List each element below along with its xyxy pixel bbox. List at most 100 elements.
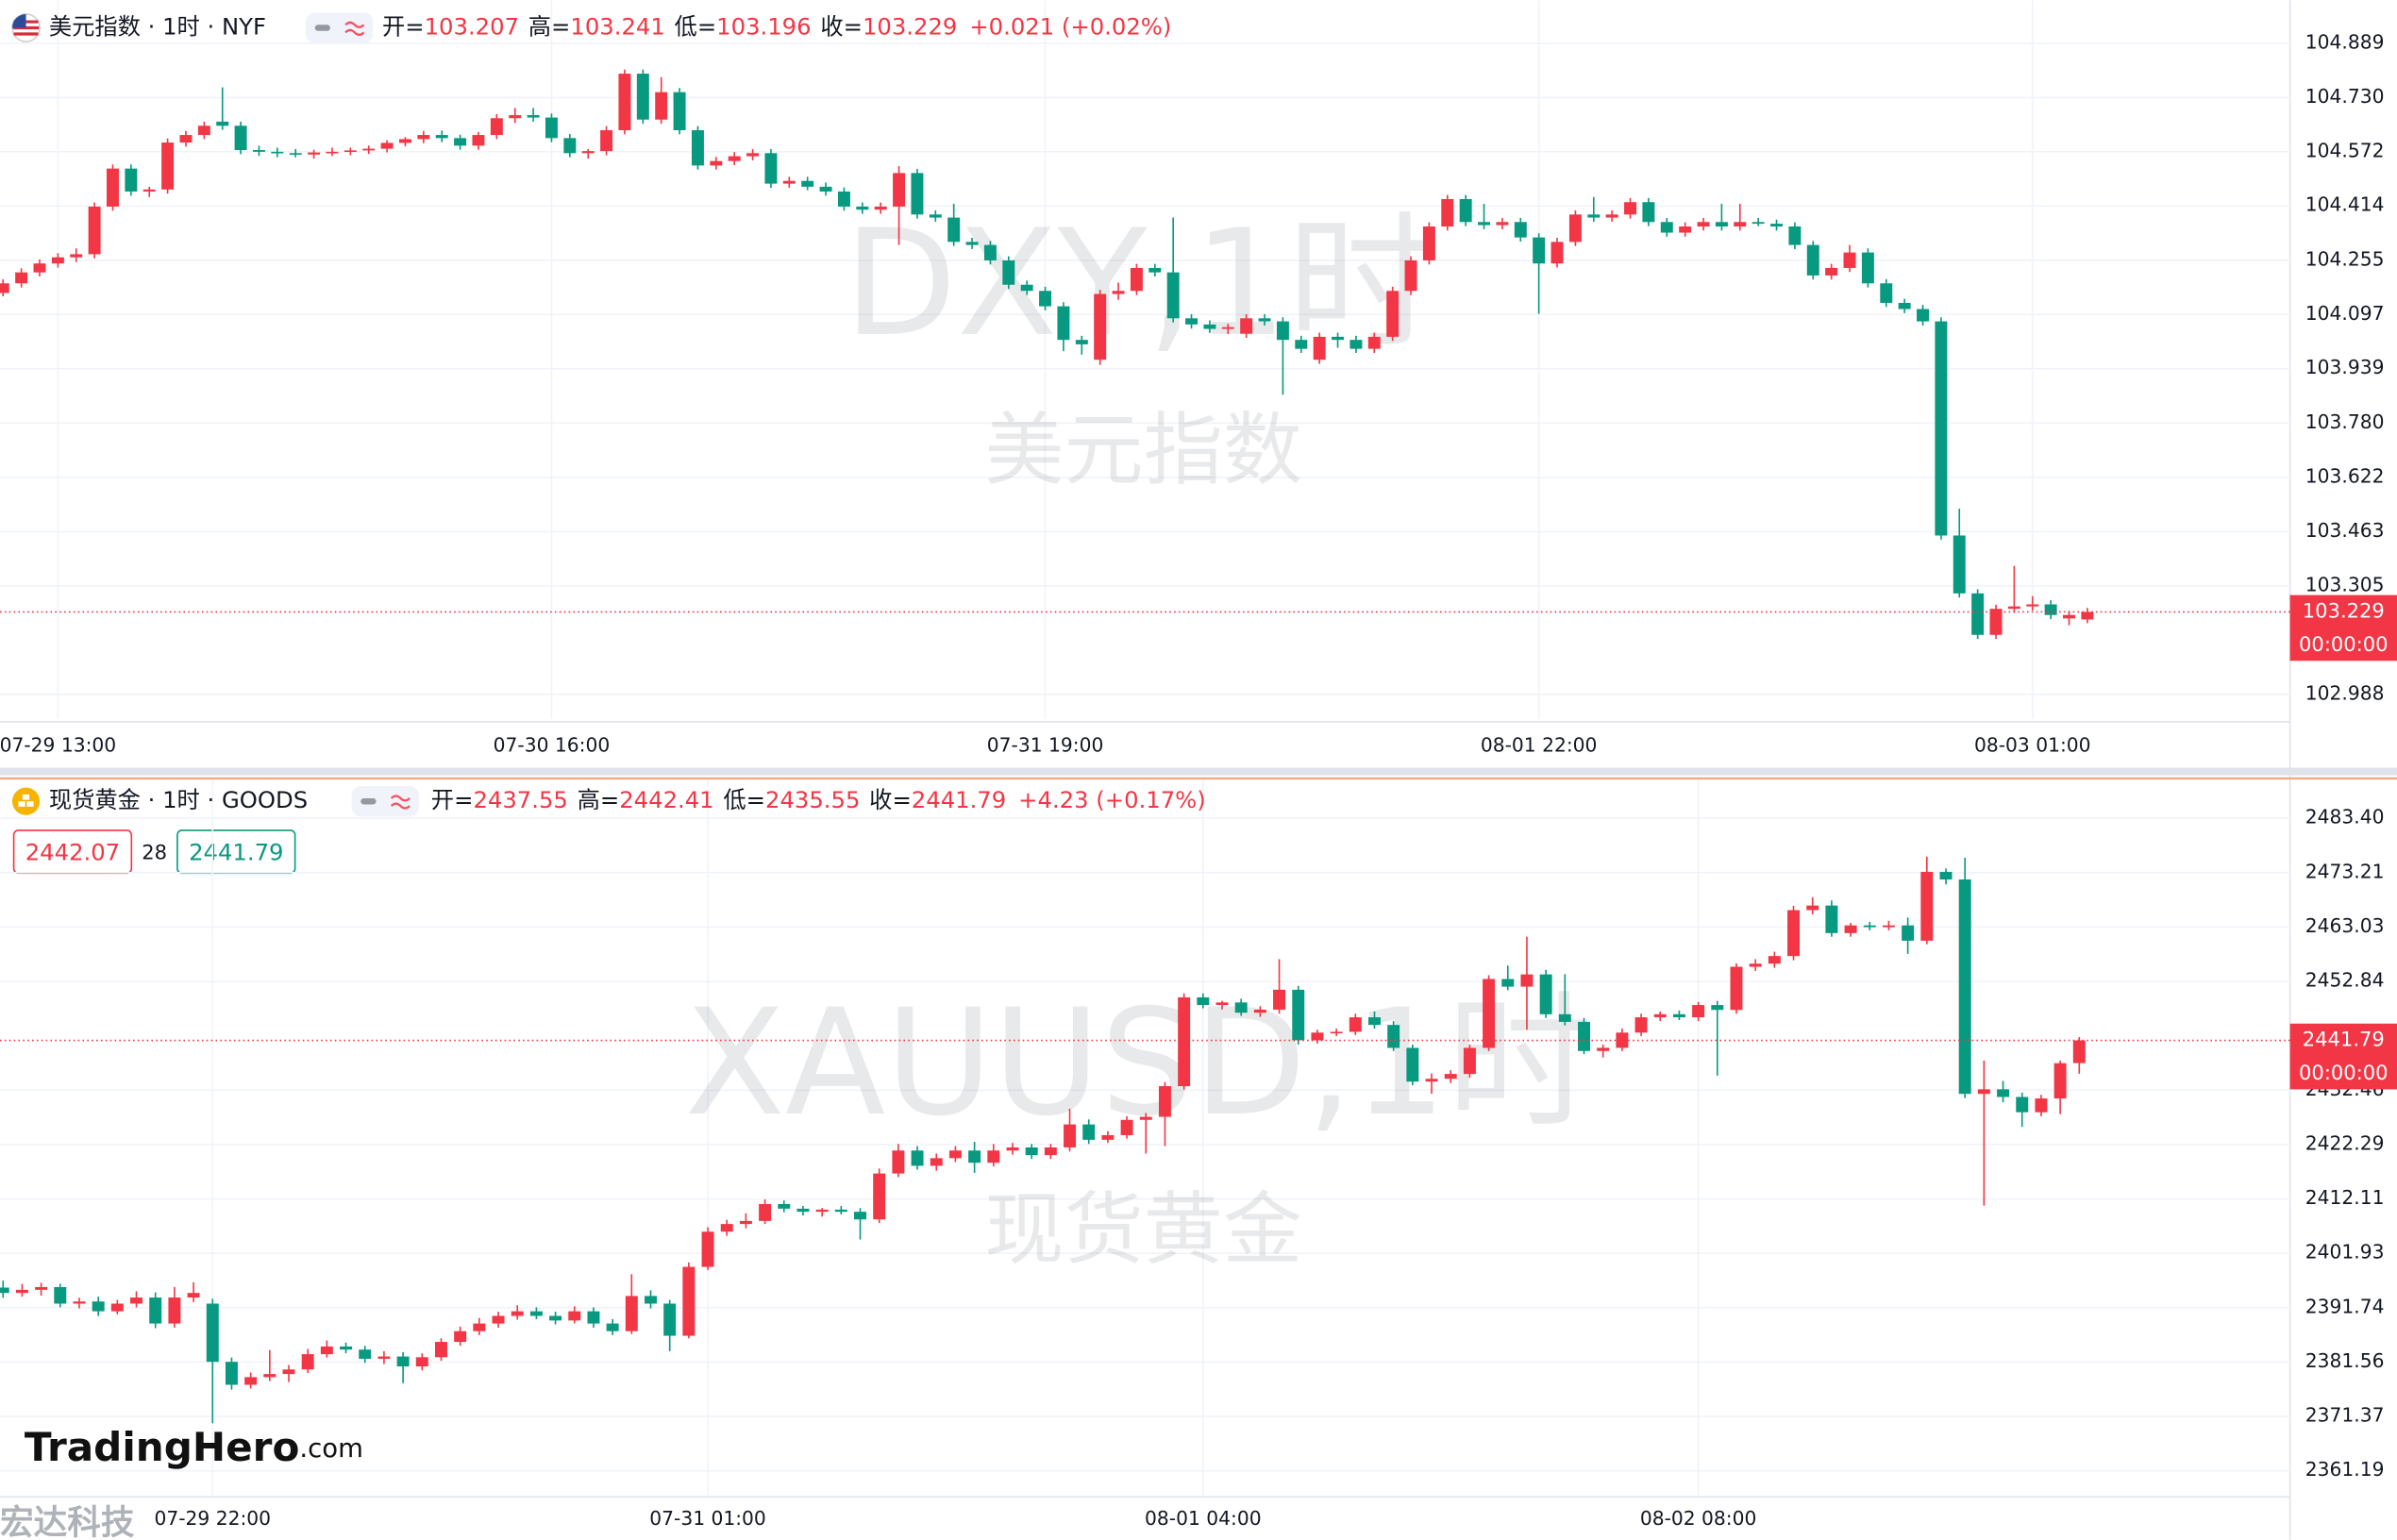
candle-body [1221,326,1234,329]
candle-body [149,1297,162,1324]
candle-body [1752,222,1765,225]
candle-body [206,1303,219,1363]
flag-icon [11,13,41,42]
ohlc-value: 2435.55 [765,786,860,813]
pane: 104.889 104.730 104.572 104.414 104.255 104.0… [0,0,2397,756]
candle-body [1425,1079,1438,1082]
candle-body [161,142,175,190]
candle-body [377,1356,391,1359]
candle-body [1158,1086,1171,1117]
candle-body [1496,222,1509,226]
candle-body [1715,222,1728,227]
status-pill[interactable] [351,786,419,817]
candle-body [746,153,760,157]
candle-body [759,1204,772,1221]
candle-body [187,1293,200,1298]
pane: 2483.402473.212463.032452.842432.462422.… [0,779,2397,1530]
candle-body [2063,614,2075,619]
candle-body [130,1297,143,1304]
ohlc-value: 2442.41 [619,786,713,813]
candle-body [929,214,942,218]
candle-body [2081,611,2094,620]
candle-body [728,156,741,161]
watermark: XAUUSD,1时 [684,978,1593,1148]
x-tick-label: 08-02 08:00 [1640,1507,1757,1530]
candle-body [2007,606,2020,610]
candle-body [1044,1147,1057,1156]
candle-body [1587,214,1601,218]
candle-body [1730,966,1743,1011]
price-label-box [2289,1023,2397,1090]
candle-body [125,168,138,192]
candle-body [417,135,430,140]
candle-body [587,1311,600,1324]
ohlc-value: 103.196 [716,13,811,41]
buy-price: 2441.79 [189,838,283,865]
candle-body [1551,242,1564,264]
candle-body [1597,1047,1610,1051]
candle-body [1311,1032,1324,1041]
candle-body [107,168,119,207]
candle-body [1332,336,1345,341]
ohlc-header: 开=103.207 高=103.241 低=103.196 收=103.229 +0.0… [382,13,1171,41]
candle-body [1958,879,1971,1095]
y-tick-label: 104.414 [2305,193,2385,216]
candle-body [252,150,265,152]
spread: 28 [142,840,167,863]
candle-body [1002,259,1015,285]
candle-body [1939,871,1953,880]
watermark-subtitle: 现货黄金 [984,1183,1302,1276]
candle-body [1139,1116,1152,1120]
candle-body [911,1150,924,1166]
candle-body [1185,318,1198,325]
candle-body [1558,1013,1571,1022]
x-tick-label: 08-01 22:00 [1481,733,1598,756]
candle-body [326,151,339,154]
candle-body [625,1296,638,1331]
candle-body [691,129,704,166]
ohlc-label: 收= [869,786,912,813]
candle-body [892,1150,905,1174]
candle-body [1197,996,1210,1006]
candle-body [1349,340,1363,349]
candle-body [1843,252,1856,268]
y-tick-label: 2473.21 [2305,860,2385,882]
candle-body [2053,1063,2067,1099]
candle-body [1882,925,1895,928]
candle-body [1902,925,1915,941]
candle-body [1020,284,1033,292]
candle-body [415,1357,428,1367]
candle-body [856,206,869,210]
candle-body [778,1204,791,1209]
candle-body [545,117,558,139]
candle-body [216,121,229,126]
ohlc-value: 103.207 [425,13,519,41]
candle-body [197,126,210,136]
candle-body [930,1158,943,1166]
candle-body [1917,309,1929,322]
x-tick-label: 07-31 19:00 [987,733,1104,756]
candle-body [1920,871,1934,941]
candle-body [1770,224,1783,227]
candle-body [1806,244,1819,276]
candle-body [1130,267,1143,292]
candle-body [1483,979,1496,1048]
candle-body [1679,226,1692,233]
candle-body [618,74,631,130]
candle-body [873,1173,886,1220]
y-tick-label: 104.097 [2305,302,2385,325]
candle-body [320,1346,333,1355]
candle-body [490,118,503,136]
candle-body [1672,1013,1685,1018]
candle-body [1178,996,1191,1087]
candle-body [1120,1119,1133,1136]
status-pill[interactable] [305,12,374,43]
candle-body [1006,1147,1019,1151]
price-label-box [2289,594,2397,661]
y-tick-label: 2371.37 [2305,1404,2385,1427]
candle-body [1295,340,1308,349]
candle-body [142,189,156,192]
y-tick-label: 102.988 [2305,681,2385,704]
candle-body [73,1301,86,1304]
candle-body [0,283,9,293]
